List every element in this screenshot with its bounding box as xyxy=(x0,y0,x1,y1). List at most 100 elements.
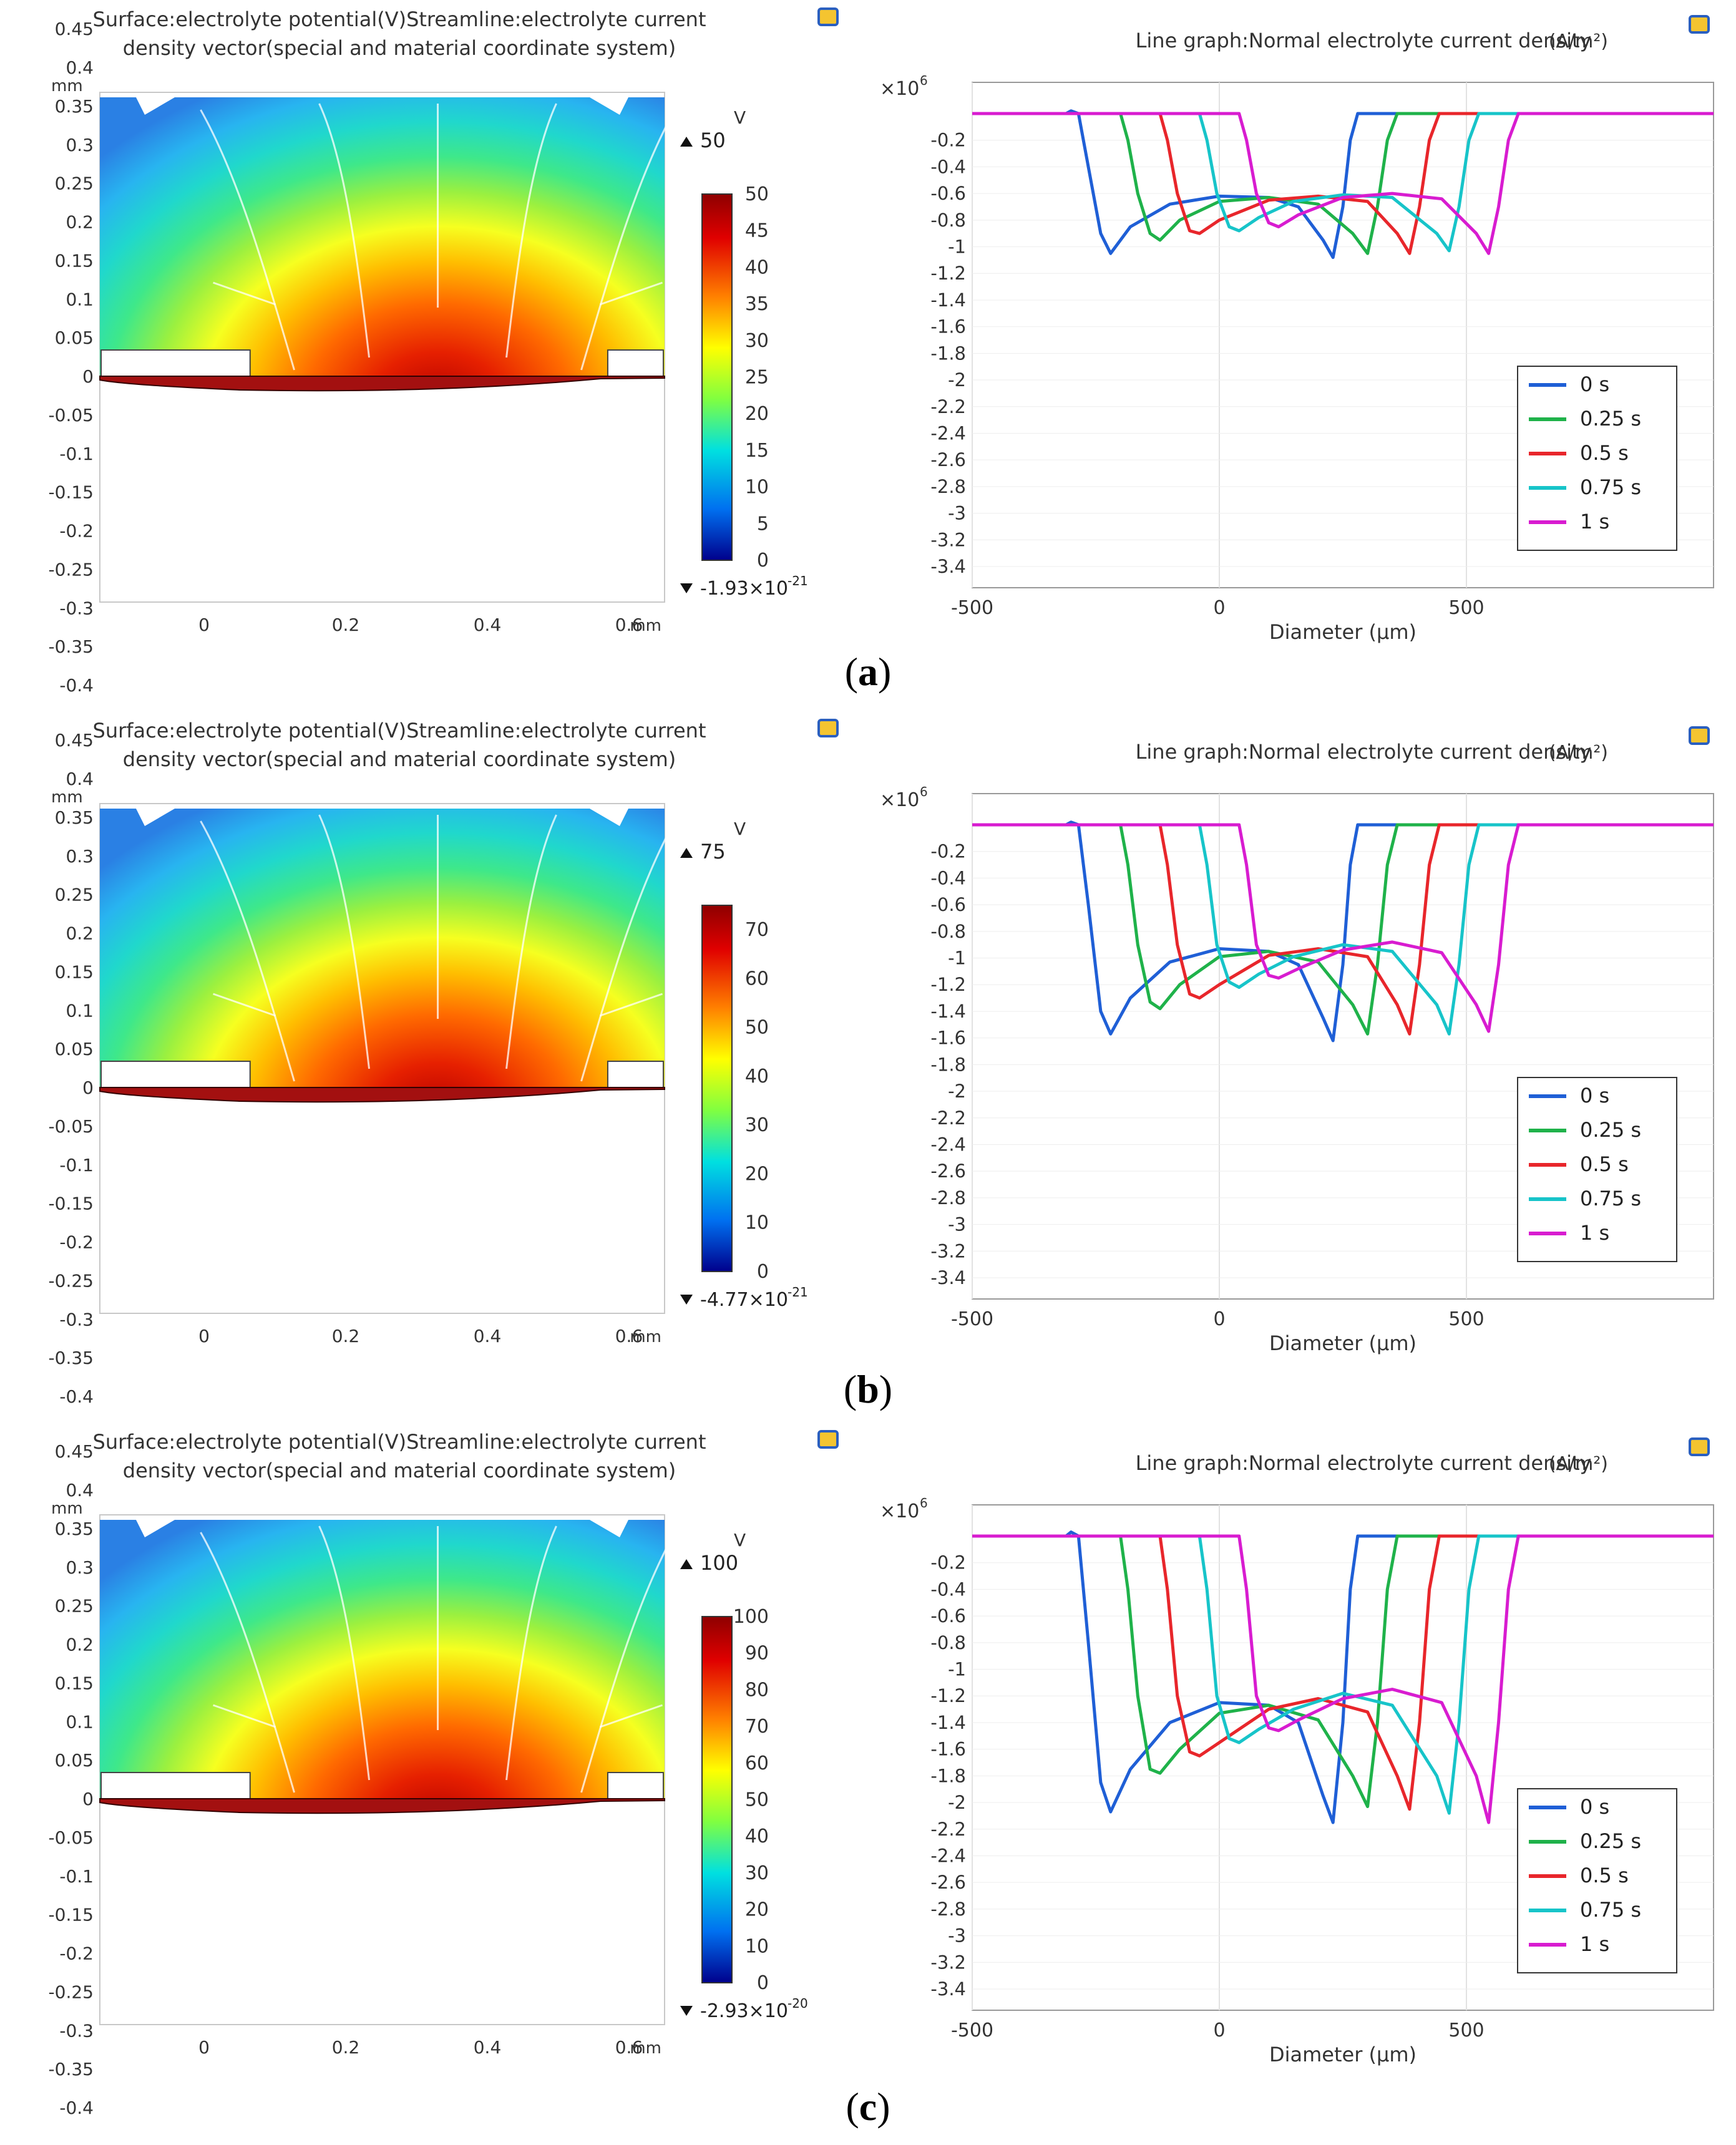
surface-title-line2: density vector(special and material coor… xyxy=(123,36,676,60)
caption-letter: c xyxy=(859,2084,877,2129)
caption-open: ( xyxy=(843,1367,857,1411)
y-tick-label: -0.2 xyxy=(59,1232,94,1253)
y-tick-label: 0 xyxy=(82,1077,94,1098)
colorbar-tick-label: 50 xyxy=(745,1789,769,1811)
y-tick-label: -0.05 xyxy=(49,405,94,426)
y-multiplier-exponent: 6 xyxy=(920,1496,928,1510)
caption-close: ) xyxy=(879,1367,893,1411)
app-icon xyxy=(817,719,839,737)
legend-label: 0.75 s xyxy=(1580,475,1641,499)
line-x-tick-label: -500 xyxy=(951,1308,993,1330)
colorbar-tick-label: 5 xyxy=(757,513,769,535)
line-y-tick-label: -2.6 xyxy=(930,1160,966,1182)
colorbar-tick-label: 40 xyxy=(745,1826,769,1847)
streamline xyxy=(600,281,663,306)
series-line-1-s xyxy=(972,823,1714,1033)
line-y-tick-label: -2 xyxy=(948,369,966,391)
caption-b: (b) xyxy=(0,1366,1736,1413)
panel-b: Surface:electrolyte potential(V)Streamli… xyxy=(49,719,1714,1407)
y-tick-label: 0 xyxy=(82,1789,94,1809)
mask-left xyxy=(100,1772,251,1799)
colorbar-tick-label: 100 xyxy=(733,1606,769,1628)
line-x-tick-label: 500 xyxy=(1448,597,1484,619)
line-y-tick-label: -2.8 xyxy=(930,1899,966,1920)
line-y-tick-label: -1.4 xyxy=(930,1712,966,1733)
line-title: Line graph:Normal electrolyte current de… xyxy=(1136,29,1592,52)
y-tick-label: 0.05 xyxy=(55,1039,94,1059)
y-multiplier: ×10 xyxy=(880,1501,919,1522)
legend-label: 0.5 s xyxy=(1580,1152,1629,1176)
colorbar-tick-label: 50 xyxy=(745,1017,769,1039)
x-tick-label: 0.2 xyxy=(332,1326,360,1346)
line-y-tick-label: -0.6 xyxy=(930,894,966,915)
line-x-tick-label: -500 xyxy=(951,2020,993,2041)
line-y-tick-label: -2.4 xyxy=(930,422,966,444)
legend-label: 0 s xyxy=(1580,372,1609,396)
colorbar-tick-label: 30 xyxy=(745,1114,769,1136)
y-tick-label: 0.25 xyxy=(55,173,94,194)
y-tick-label: -0.3 xyxy=(59,2020,94,2041)
streamline xyxy=(200,820,295,1082)
line-y-tick-label: -1.6 xyxy=(930,1028,966,1049)
series-line-0.5-s xyxy=(972,1534,1714,1811)
y-tick-label: -0.1 xyxy=(59,1155,94,1175)
y-tick-label: 0.1 xyxy=(66,1711,94,1732)
max-arrow-icon xyxy=(680,137,693,147)
y-tick-label: -0.25 xyxy=(49,1270,94,1291)
top-notch-left xyxy=(136,809,175,826)
panel-c: Surface:electrolyte potential(V)Streamli… xyxy=(49,1430,1714,2118)
line-title: Line graph:Normal electrolyte current de… xyxy=(1136,1451,1592,1475)
top-notch-left xyxy=(136,97,175,115)
y-tick-label: -0.15 xyxy=(49,1905,94,1925)
line-title-unit: (A/m²) xyxy=(1549,31,1608,52)
line-y-tick-label: -3.2 xyxy=(930,1952,966,1973)
line-y-tick-label: -0.6 xyxy=(930,1605,966,1627)
line-y-tick-label: -0.8 xyxy=(930,1632,966,1653)
series-line-0.25-s xyxy=(972,1534,1714,1808)
legend-label: 0 s xyxy=(1580,1084,1609,1107)
x-unit-label: mm xyxy=(630,2039,661,2058)
y-tick-label: 0.3 xyxy=(66,1557,94,1578)
line-y-tick-label: -1.2 xyxy=(930,1685,966,1706)
streamline xyxy=(580,109,676,371)
series-line-1-s xyxy=(972,112,1714,255)
y-tick-label: 0.05 xyxy=(55,1750,94,1771)
max-label: 100 xyxy=(700,1551,738,1575)
series-line-0.5-s xyxy=(972,823,1714,1036)
colorbar-tick-label: 0 xyxy=(757,1972,769,1994)
line-y-tick-label: -3 xyxy=(948,1925,966,1947)
line-y-tick-label: -1.4 xyxy=(930,289,966,311)
mask-right xyxy=(607,349,665,377)
electrolyte-domain xyxy=(100,809,665,1087)
y-tick-label: 0.2 xyxy=(66,1635,94,1655)
colorbar-tick-label: 30 xyxy=(745,1862,769,1884)
y-multiplier: ×10 xyxy=(880,78,919,100)
caption-a: (a) xyxy=(0,649,1736,695)
y-tick-label: 0.1 xyxy=(66,289,94,309)
line-y-tick-label: -1 xyxy=(948,948,966,969)
y-tick-label: -0.15 xyxy=(49,482,94,503)
caption-open: ( xyxy=(844,649,858,694)
line-y-tick-label: -0.4 xyxy=(930,156,966,177)
line-y-tick-label: -1.8 xyxy=(930,343,966,364)
y-tick-label: -0.1 xyxy=(59,444,94,464)
y-tick-label: 0.05 xyxy=(55,328,94,348)
streamline xyxy=(200,1532,295,1793)
min-label: -4.77×10 xyxy=(700,1289,788,1311)
electrolyte-domain xyxy=(100,1520,665,1799)
y-unit-label: mm xyxy=(51,77,83,95)
y-unit-label: mm xyxy=(51,1499,83,1518)
streamline xyxy=(318,814,371,1069)
line-title-unit: (A/m²) xyxy=(1549,742,1608,764)
line-title-unit: (A/m²) xyxy=(1549,1453,1608,1475)
colorbar-unit: V xyxy=(734,819,746,839)
y-tick-label: -0.4 xyxy=(59,1386,94,1407)
x-tick-label: 0.4 xyxy=(474,1326,502,1346)
mask-left xyxy=(100,1061,251,1088)
min-arrow-icon xyxy=(680,2006,693,2016)
colorbar-tick-label: 70 xyxy=(745,919,769,941)
y-tick-label: 0 xyxy=(82,366,94,387)
line-y-tick-label: -3.4 xyxy=(930,1267,966,1288)
top-notch-right xyxy=(590,809,628,826)
line-x-label: Diameter (µm) xyxy=(1269,2043,1417,2066)
